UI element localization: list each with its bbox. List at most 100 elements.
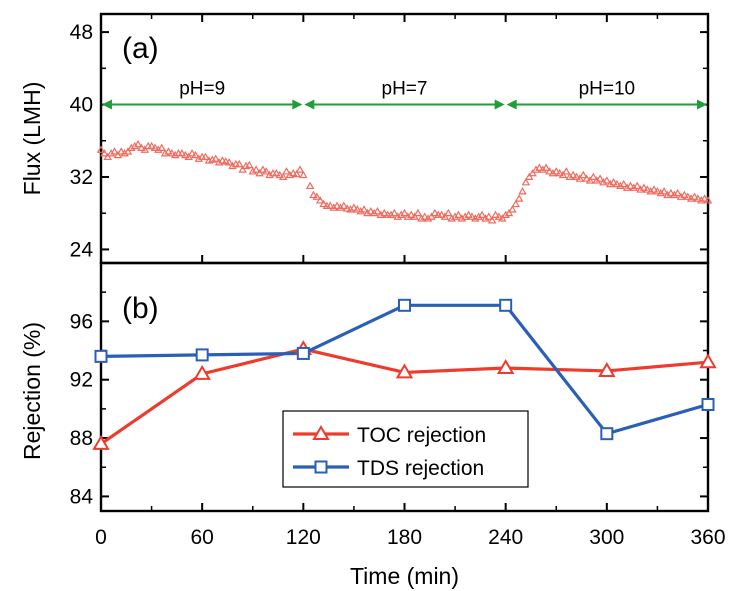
flux-point xyxy=(622,183,632,191)
legend-label: TDS rejection xyxy=(357,457,484,480)
flux-point xyxy=(396,210,406,219)
flux-point xyxy=(346,205,355,213)
flux-point xyxy=(626,181,635,190)
arrow-head-right xyxy=(697,99,707,110)
flux-point xyxy=(494,212,504,220)
flux-point xyxy=(154,145,163,153)
legend-label: TOC rejection xyxy=(357,424,486,447)
flux-point xyxy=(619,179,628,188)
tds-point xyxy=(398,298,411,312)
rejection-y-tick-label: 84 xyxy=(70,485,94,508)
flux-point xyxy=(214,158,224,166)
flux-point xyxy=(201,152,210,161)
flux-point xyxy=(508,205,517,213)
flux-point xyxy=(447,214,456,222)
flux-point xyxy=(369,208,379,217)
flux-y-tick-label: 32 xyxy=(70,166,93,189)
flux-point xyxy=(616,181,625,190)
tds-point xyxy=(296,346,310,360)
tds-point xyxy=(701,398,715,412)
ph-label: pH=7 xyxy=(382,79,428,100)
flux-point xyxy=(636,185,645,193)
flux-axis-title: Flux (LMH) xyxy=(19,82,45,196)
toc-point xyxy=(193,364,211,380)
flux-point xyxy=(676,192,686,200)
flux-point xyxy=(282,167,291,175)
flux-point xyxy=(184,152,193,161)
tds-point xyxy=(499,298,513,312)
flux-point xyxy=(353,205,362,213)
flux-point xyxy=(366,206,376,215)
flux-point xyxy=(181,150,190,159)
flux-point xyxy=(457,214,467,222)
flux-point xyxy=(552,167,561,175)
flux-point xyxy=(477,210,487,219)
flux-point xyxy=(336,203,345,211)
toc-point xyxy=(496,359,515,375)
flux-point xyxy=(629,183,639,191)
time-x-tick-label: 240 xyxy=(488,526,523,549)
flux-point xyxy=(332,201,342,209)
flux-point xyxy=(278,172,288,180)
flux-point xyxy=(265,170,274,179)
flux-point xyxy=(653,187,662,195)
flux-point xyxy=(599,178,608,186)
tds-point xyxy=(195,348,209,362)
tds-point xyxy=(94,349,108,363)
flux-point xyxy=(683,192,693,200)
flux-point xyxy=(100,149,109,157)
flux-point xyxy=(329,203,338,211)
flux-point xyxy=(572,172,581,180)
flux-point xyxy=(326,201,335,209)
flux-point xyxy=(690,192,699,200)
flux-point xyxy=(315,196,325,204)
flux-point xyxy=(127,143,136,152)
flux-point xyxy=(659,187,669,195)
flux-point xyxy=(487,216,497,224)
flux-point xyxy=(703,196,713,204)
time-x-tick-label: 60 xyxy=(190,526,213,549)
flux-point xyxy=(238,165,247,173)
ph-label: pH=9 xyxy=(179,79,225,100)
flux-point xyxy=(578,170,588,179)
flux-point xyxy=(643,185,652,193)
flux-point xyxy=(555,168,564,177)
flux-point xyxy=(649,185,659,193)
flux-point xyxy=(568,170,578,179)
flux-y-tick-label: 48 xyxy=(70,21,93,44)
flux-point xyxy=(518,187,527,195)
flux-point xyxy=(450,212,460,220)
flux-point xyxy=(262,167,271,175)
legend-box xyxy=(282,410,529,488)
flux-point xyxy=(137,143,146,152)
flux-point xyxy=(410,212,419,220)
arrow-head-right xyxy=(494,99,505,110)
flux-point xyxy=(511,199,521,208)
flux-point xyxy=(309,190,318,199)
flux-point xyxy=(417,214,426,222)
flux-point xyxy=(639,183,649,191)
flux-point xyxy=(464,210,473,219)
flux-point xyxy=(373,206,382,215)
flux-point xyxy=(595,174,605,182)
toc-point xyxy=(699,353,717,369)
toc-point xyxy=(598,361,616,377)
flux-point xyxy=(504,208,514,217)
rejection-y-tick-label: 96 xyxy=(70,310,93,333)
flux-point xyxy=(106,149,116,157)
flux-point xyxy=(437,210,446,219)
flux-point xyxy=(474,212,483,220)
flux-point xyxy=(305,181,315,190)
flux-point xyxy=(589,172,598,180)
flux-point xyxy=(164,147,173,155)
flux-point xyxy=(440,212,450,220)
flux-point xyxy=(386,210,396,219)
flux-point xyxy=(292,169,301,178)
flux-y-tick-label: 40 xyxy=(70,94,93,117)
flux-point xyxy=(444,208,453,217)
flux-point xyxy=(170,150,180,159)
flux-point xyxy=(359,205,369,213)
flux-point xyxy=(423,214,433,222)
flux-point xyxy=(113,150,123,159)
